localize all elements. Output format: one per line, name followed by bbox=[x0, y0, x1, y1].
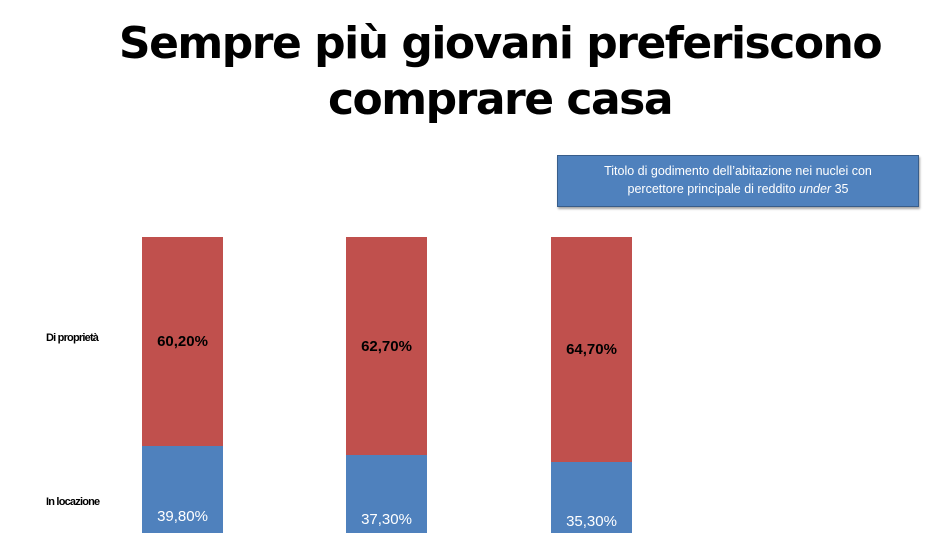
bar-segment-rented: 37,30% bbox=[346, 455, 427, 533]
bar-segment-rented: 35,30% bbox=[551, 462, 632, 533]
title-line-2: comprare casa bbox=[327, 74, 674, 125]
bar-segment-owned: 62,70% bbox=[346, 237, 427, 455]
subtitle-line-2: percettore principale di reddito under 3… bbox=[627, 182, 849, 196]
value-label-owned: 64,70% bbox=[566, 341, 617, 358]
bar-segment-owned: 64,70% bbox=[551, 237, 632, 462]
title-line-1: Sempre più giovani preferiscono bbox=[118, 18, 883, 69]
stacked-bar-2: 62,70% 37,30% bbox=[346, 237, 427, 533]
value-label-owned: 62,70% bbox=[361, 338, 412, 355]
chart-title: Sempre più giovani preferiscono comprare… bbox=[0, 16, 950, 128]
value-label-rented: 35,30% bbox=[566, 513, 617, 530]
subtitle-line-1: Titolo di godimento dell’abitazione nei … bbox=[604, 164, 872, 178]
value-label-rented: 39,80% bbox=[157, 508, 208, 525]
category-label-rented: In locazione bbox=[46, 496, 100, 508]
stacked-bar-3: 64,70% 35,30% bbox=[551, 237, 632, 533]
bar-segment-rented: 39,80% bbox=[142, 446, 223, 533]
bar-segment-owned: 60,20% bbox=[142, 237, 223, 446]
value-label-rented: 37,30% bbox=[361, 511, 412, 528]
category-label-owned: Di proprietà bbox=[46, 332, 99, 344]
subtitle-box: Titolo di godimento dell’abitazione nei … bbox=[557, 155, 919, 207]
stacked-bar-1: 60,20% 39,80% bbox=[142, 237, 223, 533]
value-label-owned: 60,20% bbox=[157, 333, 208, 350]
